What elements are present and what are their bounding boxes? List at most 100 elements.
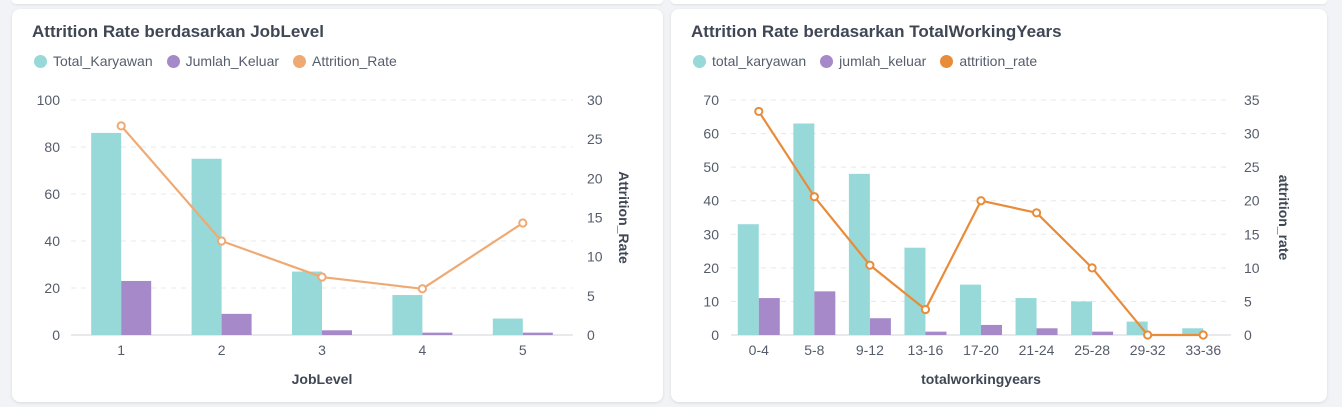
y-tick-label: 40: [703, 193, 719, 209]
previous-card-edge-right: [671, 0, 1327, 4]
y-tick-label: 50: [703, 159, 719, 175]
line-point: [1031, 208, 1042, 218]
y2-tick-label: 0: [587, 327, 595, 343]
legend-item-total-karyawan[interactable]: total_karyawan: [693, 53, 806, 69]
y2-tick-label: 30: [587, 92, 603, 108]
bar-jumlah-keluar: [925, 331, 947, 335]
y2-tick-label: 35: [1244, 92, 1260, 108]
bar-jumlah-keluar: [1036, 328, 1058, 335]
line-point: [809, 192, 819, 202]
line-point: [1087, 263, 1097, 273]
x-tick-label: 13-16: [908, 342, 944, 358]
x-tick-label: 21-24: [1019, 342, 1055, 358]
bar-total-karyawan: [737, 224, 759, 335]
totalworkingyears-chart-plot: 0 10 20 30 40 50 60 70 0 5 10 15 20 25 30 35 0-4 5-8 9-12 1…: [703, 92, 1292, 387]
line-point: [417, 284, 427, 294]
y2-tick-label: 30: [1244, 126, 1260, 142]
y2-tick-label: 20: [587, 170, 603, 186]
y2-tick-label: 15: [1244, 226, 1260, 242]
legend-label: jumlah_keluar: [839, 53, 927, 69]
line-point: [920, 304, 931, 315]
bar-total-karyawan: [91, 132, 122, 335]
chart-card-totalworkingyears: Attrition Rate berdasarkan TotalWorkingY…: [671, 9, 1327, 402]
y-tick-label: 60: [703, 126, 719, 142]
x-tick-label: 2: [218, 342, 226, 358]
chart-card-joblevel: Attrition Rate berdasarkan JobLevel Tota…: [12, 9, 663, 402]
bar-jumlah-keluar: [221, 313, 252, 335]
legend-label: attrition_rate: [959, 53, 1038, 69]
bar-total-karyawan: [1015, 298, 1037, 335]
bar-jumlah-keluar: [814, 291, 836, 335]
bar-total-karyawan: [492, 318, 523, 335]
y-tick-label: 80: [44, 139, 60, 155]
y2-tick-label: 25: [1244, 159, 1260, 175]
y2-tick-label: 25: [587, 131, 603, 147]
line-point: [754, 106, 764, 117]
x-tick-label: 9-12: [856, 342, 884, 358]
legend-item-attrition-rate[interactable]: Attrition_Rate: [293, 53, 397, 69]
chart-title: Attrition Rate berdasarkan JobLevel: [32, 22, 324, 41]
y-tick-label: 0: [711, 327, 719, 343]
y2-tick-label: 20: [1244, 193, 1260, 209]
y-tick-label: 100: [37, 92, 61, 108]
y2-tick-label: 0: [1244, 327, 1252, 343]
y-tick-label: 20: [703, 260, 719, 276]
line-point: [217, 236, 227, 246]
y2-tick-label: 10: [587, 249, 603, 265]
y2-tick-label: 5: [1244, 293, 1252, 309]
x-tick-label: 25-28: [1074, 342, 1110, 358]
legend-item-jumlah-keluar[interactable]: Jumlah_Keluar: [166, 53, 280, 69]
y2-axis-title: attrition_rate: [1276, 175, 1292, 261]
chart-title: Attrition Rate berdasarkan TotalWorkingY…: [691, 22, 1062, 41]
joblevel-chart-plot: 0 20 40 60 80 100 0 5 10 15 20 25 30 1 2 3 4 5 JobLevel Att…: [37, 92, 632, 387]
bar-total-karyawan: [1071, 301, 1093, 335]
line-point: [865, 260, 875, 270]
line-point: [518, 218, 528, 228]
legend-dot-icon: [940, 54, 954, 68]
y2-tick-label: 10: [1244, 260, 1260, 276]
x-tick-label: 3: [318, 342, 326, 358]
y-tick-label: 10: [703, 293, 719, 309]
line-point: [1143, 330, 1153, 340]
legend-item-jumlah-keluar[interactable]: jumlah_keluar: [820, 53, 926, 69]
legend-dot-icon: [34, 54, 47, 68]
legend-label: Total_Karyawan: [53, 53, 153, 69]
x-tick-label: 17-20: [963, 342, 999, 358]
bar-total-karyawan: [960, 284, 981, 335]
y-tick-label: 60: [44, 186, 60, 202]
y-tick-label: 40: [44, 233, 60, 249]
y2-tick-label: 5: [587, 288, 595, 304]
bar-jumlah-keluar: [869, 318, 891, 335]
previous-card-edge-left: [12, 0, 663, 4]
legend-dot-icon: [293, 54, 307, 68]
bar-total-karyawan: [1182, 328, 1204, 335]
x-axis-title: JobLevel: [292, 371, 353, 387]
x-tick-label: 4: [419, 342, 427, 358]
bar-jumlah-keluar: [758, 298, 780, 335]
y-tick-label: 20: [44, 280, 60, 296]
line-point: [317, 272, 327, 282]
bar-jumlah-keluar: [522, 332, 553, 335]
bar-total-karyawan: [793, 123, 815, 335]
bar-total-karyawan: [191, 158, 222, 335]
y-tick-label: 0: [52, 327, 60, 343]
bar-total-karyawan: [848, 173, 870, 335]
bar-jumlah-keluar: [322, 330, 352, 335]
legend-label: total_karyawan: [712, 53, 807, 69]
line-point: [116, 121, 126, 131]
x-tick-label: 1: [117, 342, 125, 358]
bar-total-karyawan: [392, 295, 423, 335]
bar-total-karyawan: [904, 247, 926, 335]
legend-item-total-karyawan[interactable]: Total_Karyawan: [34, 53, 153, 69]
legend-label: Jumlah_Keluar: [185, 53, 280, 69]
y-tick-label: 70: [703, 92, 719, 108]
bar-jumlah-keluar: [121, 280, 152, 335]
y-tick-label: 30: [703, 226, 719, 242]
legend-dot-icon: [166, 54, 180, 68]
x-axis-title: totalworkingyears: [921, 371, 1041, 387]
legend-dot-icon: [693, 54, 706, 68]
bar-jumlah-keluar: [981, 324, 1002, 335]
legend-label: Attrition_Rate: [312, 53, 397, 69]
x-tick-label: 29-32: [1130, 342, 1166, 358]
legend-item-attrition-rate[interactable]: attrition_rate: [940, 53, 1037, 69]
